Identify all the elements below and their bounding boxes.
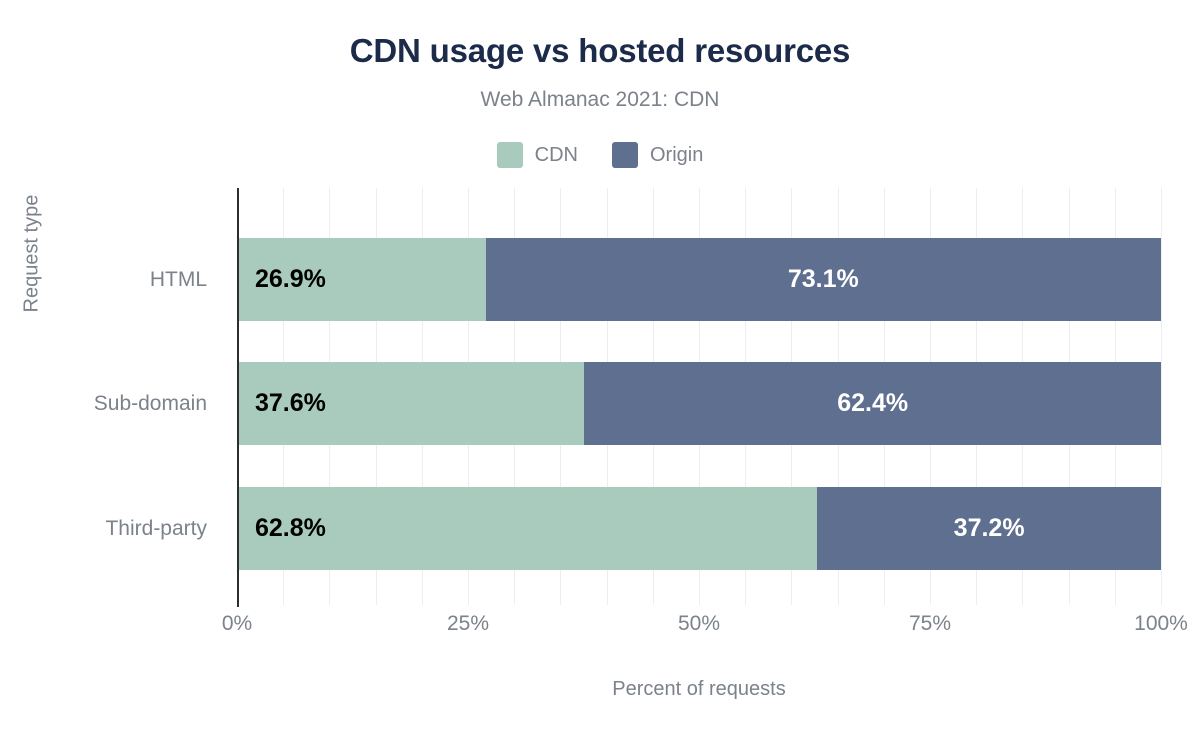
chart-subtitle: Web Almanac 2021: CDN — [480, 88, 720, 111]
plot-area: 26.9% 73.1% 37.6% 62.4% 62.8% — [237, 188, 1162, 605]
bar-row-html: 26.9% 73.1% — [237, 238, 1161, 321]
legend-label-origin: Origin — [649, 143, 704, 166]
x-axis-tick-label: 0% — [221, 612, 253, 635]
legend-swatch-origin — [611, 142, 638, 168]
legend-label-cdn: CDN — [534, 143, 578, 166]
legend-item-origin[interactable]: Origin — [611, 142, 704, 168]
legend-swatch-cdn — [496, 142, 523, 168]
y-axis-label-html: HTML — [149, 268, 207, 291]
bar-segment-origin-html[interactable]: 73.1% — [485, 238, 1161, 321]
bar-label-cdn-html: 26.9% — [255, 265, 326, 293]
bar-row-third-party: 62.8% 37.2% — [237, 487, 1161, 570]
bar-segment-cdn-sub-domain[interactable]: 37.6% — [237, 362, 585, 445]
y-axis-title: Request type — [20, 194, 43, 313]
x-axis-title: Percent of requests — [612, 678, 786, 700]
y-axis-category-labels: HTML Sub-domain Third-party — [0, 188, 222, 605]
bar-rows: 26.9% 73.1% 37.6% 62.4% 62.8% — [237, 188, 1161, 605]
bar-row-sub-domain: 37.6% 62.4% — [237, 362, 1161, 445]
bar-segment-origin-third-party[interactable]: 37.2% — [817, 487, 1161, 570]
bar-label-origin-third-party: 37.2% — [953, 514, 1025, 542]
x-axis-tick-label: 25% — [446, 612, 490, 635]
x-axis-tick-label: 100% — [1134, 612, 1188, 635]
bar-segment-cdn-third-party[interactable]: 62.8% — [237, 487, 818, 570]
bar-label-origin-html: 73.1% — [787, 265, 859, 293]
x-axis-ticks: 0% 25% 50% 75% 100% — [222, 612, 1188, 646]
y-axis-label-third-party: Third-party — [105, 517, 207, 540]
y-axis-spine — [237, 188, 239, 607]
chart-title: CDN usage vs hosted resources — [349, 32, 851, 69]
x-axis-tick-label: 75% — [908, 612, 952, 635]
x-axis-tick-label: 50% — [677, 612, 721, 635]
gridline — [1161, 188, 1162, 605]
chart-legend: CDN Origin — [0, 142, 1200, 168]
y-axis-label-sub-domain: Sub-domain — [93, 392, 207, 415]
bar-segment-origin-sub-domain[interactable]: 62.4% — [584, 362, 1161, 445]
legend-item-cdn[interactable]: CDN — [496, 142, 578, 168]
bar-label-origin-sub-domain: 62.4% — [837, 389, 909, 417]
bar-label-cdn-third-party: 62.8% — [255, 514, 326, 542]
bar-label-cdn-sub-domain: 37.6% — [255, 389, 326, 417]
bar-segment-cdn-html[interactable]: 26.9% — [237, 238, 486, 321]
